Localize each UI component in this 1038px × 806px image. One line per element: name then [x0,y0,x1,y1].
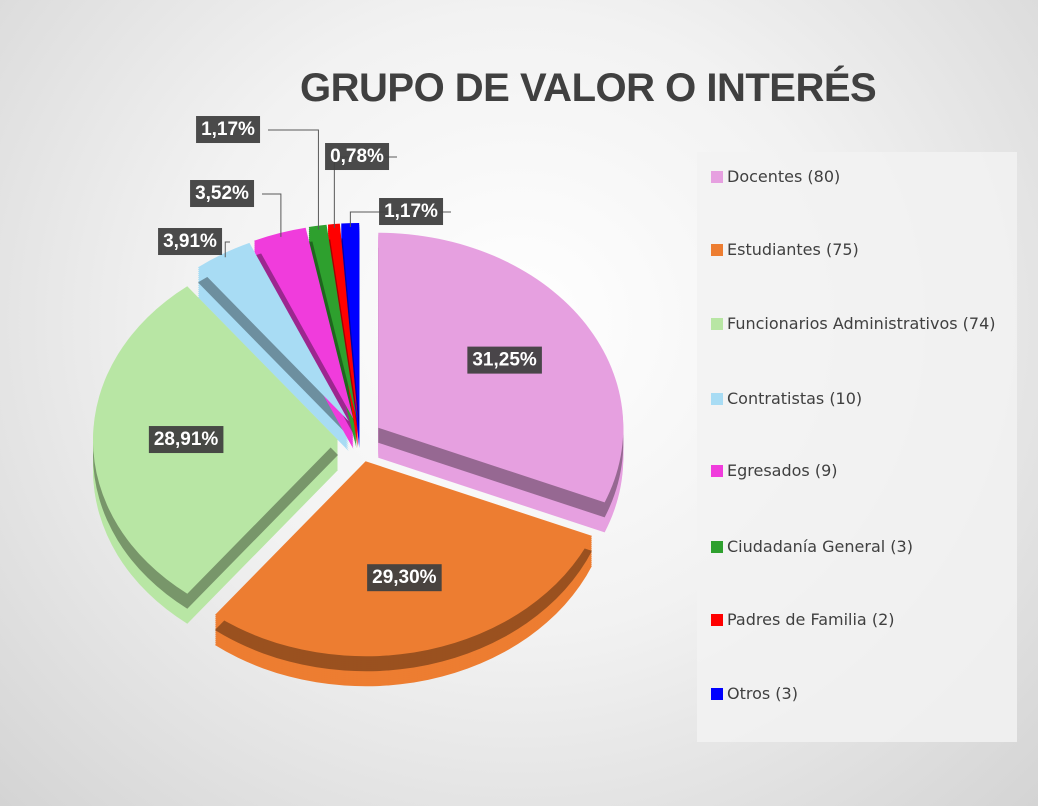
data-labels: 31,25% 29,30% 28,91% 3,91% 3,52% 1,17% 0,78% 1,… [148,116,542,592]
legend-label: Padres de Familia (2) [727,610,895,629]
legend-item: Docentes (80) [711,165,1027,189]
label-text: 1,17% [201,119,255,140]
legend-item: Padres de Familia (2) [711,608,1027,632]
slice [341,223,360,419]
label-box [379,198,444,226]
legend-label: Estudiantes (75) [727,240,859,259]
label-text: 1,17% [384,201,438,222]
legend-swatch [711,465,723,477]
data-label: 3,91% [158,228,223,256]
data-label: 1,17% [196,116,261,144]
slice [308,224,357,419]
slice-side [327,225,358,421]
slice-side [308,236,357,431]
slice [214,461,592,657]
legend-swatch [711,244,723,256]
label-box [158,228,223,256]
data-label: 1,17% [379,198,444,226]
legend-swatch [711,614,723,626]
label-box [367,564,442,592]
legend-label: Funcionarios Administrativos (74) [727,314,996,333]
chart-title: GRUPO DE VALOR O INTERÉS [300,66,877,110]
slice-side [327,227,358,423]
slice [254,227,354,420]
slice-side [308,228,357,423]
leader-line [262,193,282,237]
slice-side [327,229,358,425]
label-box [467,346,542,374]
legend-item: Contratistas (10) [711,387,1027,411]
slice-side [308,226,357,421]
data-label: 28,91% [148,426,224,454]
legend-swatch [711,541,723,553]
label-text: 3,91% [163,231,217,252]
label-box [190,180,255,208]
legend-swatch [711,171,723,183]
legend: Docentes (80) Estudiantes (75) Funcionario… [697,152,1017,742]
label-text: 3,52% [195,183,249,204]
legend-item: Egresados (9) [711,459,1027,483]
data-label: 3,52% [190,180,255,208]
label-text: 0,78% [330,146,384,167]
leader-line [224,241,230,258]
legend-item: Otros (3) [711,682,1027,706]
label-text: 31,25% [472,350,537,371]
slice-side [308,232,357,427]
slice-side [308,234,357,429]
data-label: 29,30% [367,564,442,592]
legend-label: Egresados (9) [727,461,838,480]
legend-swatch [711,688,723,700]
legend-label: Ciudadanía General (3) [727,537,913,556]
label-box [148,426,224,454]
legend-swatch [711,393,723,405]
legend-item: Estudiantes (75) [711,238,1027,262]
slice [197,242,349,422]
slice-side [327,231,358,427]
label-text: 28,91% [154,429,219,450]
slice [327,223,358,419]
data-label: 0,78% [325,143,390,171]
label-box [196,116,261,144]
legend-label: Contratistas (10) [727,389,863,408]
legend-label: Docentes (80) [727,167,841,186]
legend-item: Ciudadanía General (3) [711,535,1027,559]
legend-item: Funcionarios Administrativos (74) [711,312,1027,336]
label-text: 29,30% [372,567,437,588]
legend-swatch [711,318,723,330]
slice-side [308,230,357,425]
legend-label: Otros (3) [727,684,798,703]
leader-line [268,129,319,230]
label-box [325,143,390,171]
data-label: 31,25% [467,346,542,374]
